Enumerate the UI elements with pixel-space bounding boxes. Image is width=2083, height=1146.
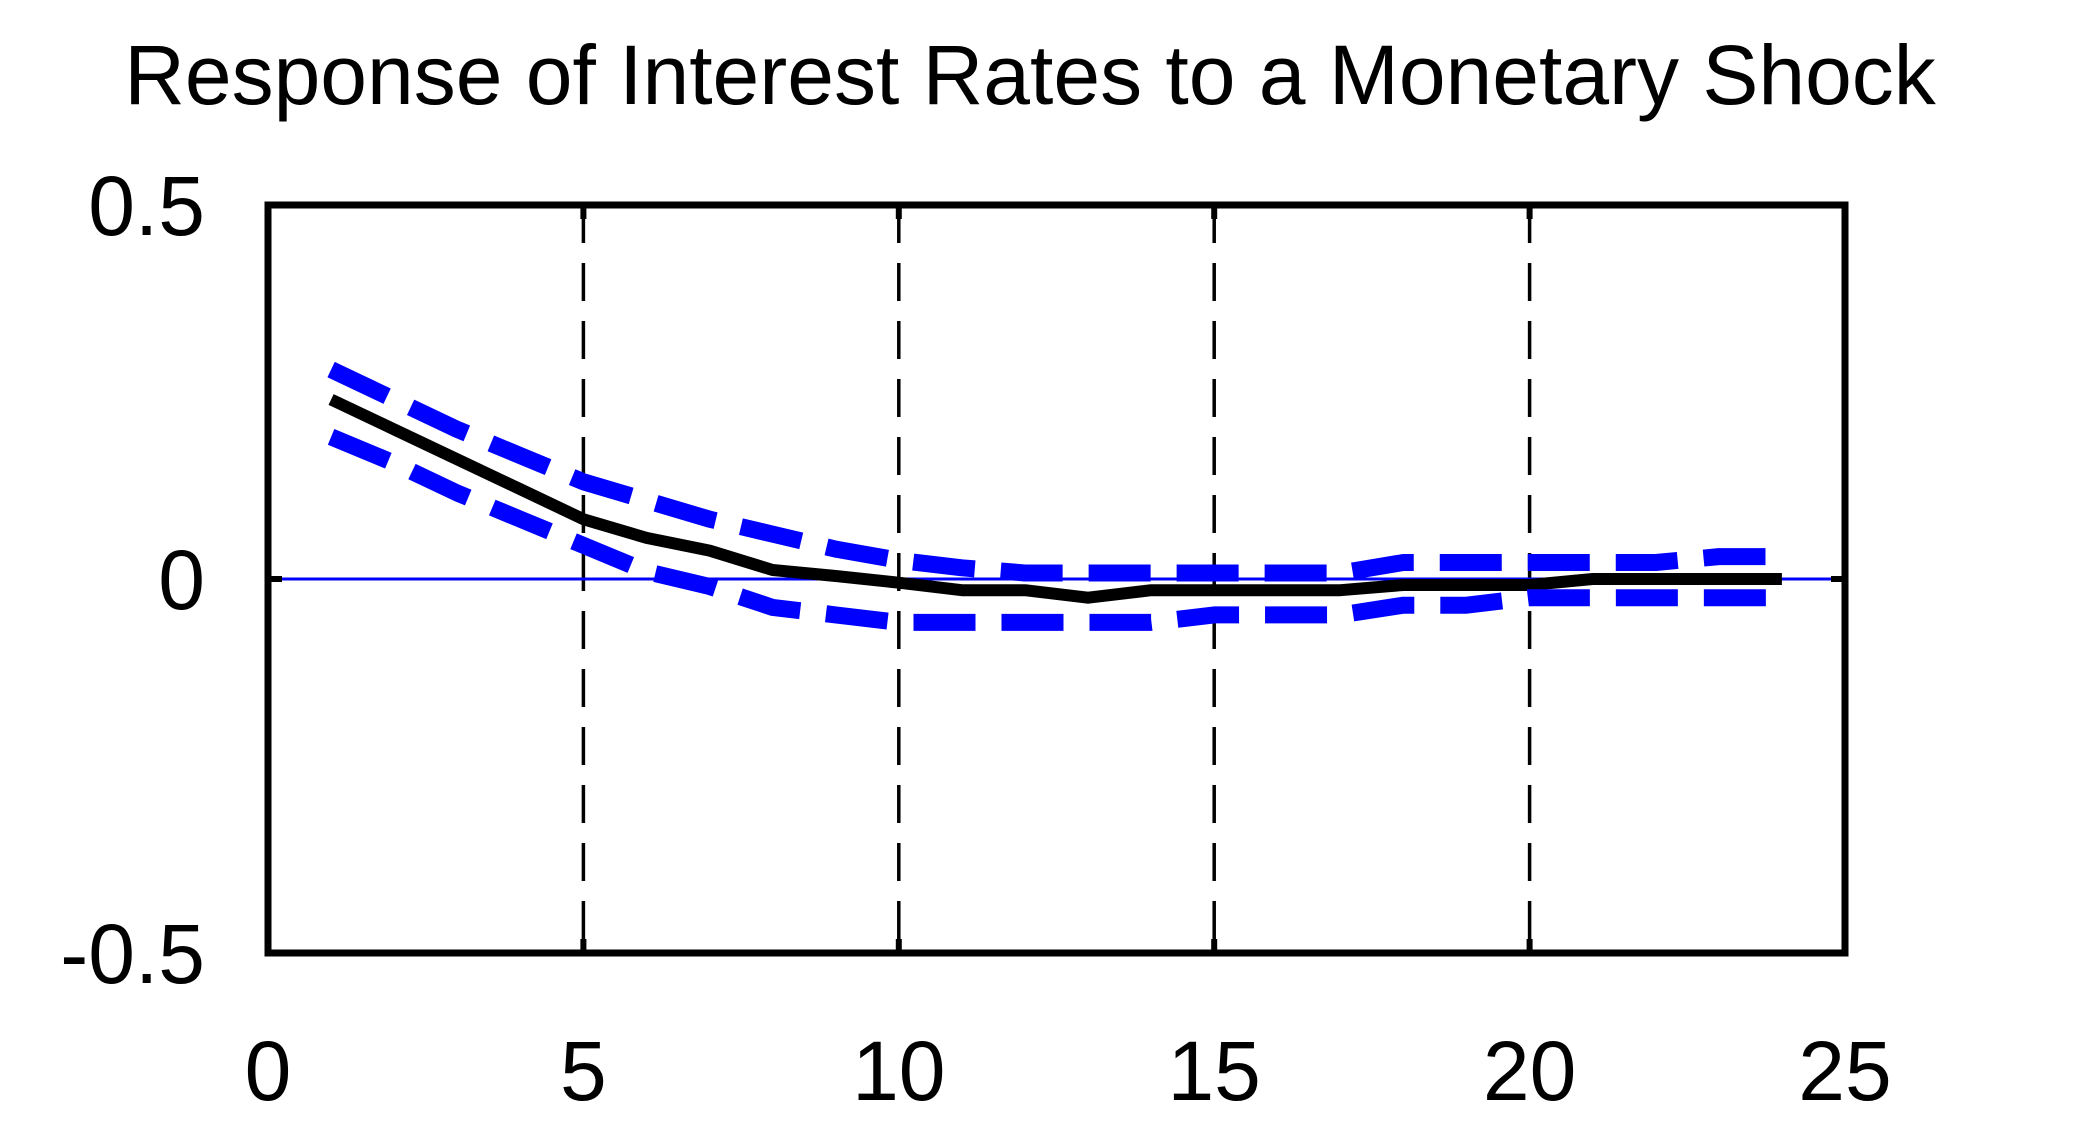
x-tick-label: 0 — [245, 1024, 292, 1118]
tick-marks — [265, 202, 1848, 956]
x-axis-tick-labels: 0 5 10 15 20 25 — [245, 1024, 1892, 1118]
chart-title: Response of Interest Rates to a Monetary… — [124, 28, 1937, 122]
y-tick-label: -0.5 — [60, 907, 205, 1001]
y-tick-label: 0.5 — [88, 159, 205, 253]
x-tick-label: 10 — [852, 1024, 945, 1118]
y-tick-label: 0 — [158, 533, 205, 627]
x-tick-label: 20 — [1483, 1024, 1576, 1118]
series-lower-band — [327, 429, 1782, 631]
series-response — [328, 394, 1782, 604]
x-tick-label: 25 — [1798, 1024, 1891, 1118]
series-layer — [327, 361, 1782, 631]
series-upper-band — [327, 361, 1782, 582]
y-axis-tick-labels: 0.5 0 -0.5 — [60, 159, 205, 1001]
x-tick-label: 15 — [1167, 1024, 1260, 1118]
x-tick-label: 5 — [560, 1024, 607, 1118]
